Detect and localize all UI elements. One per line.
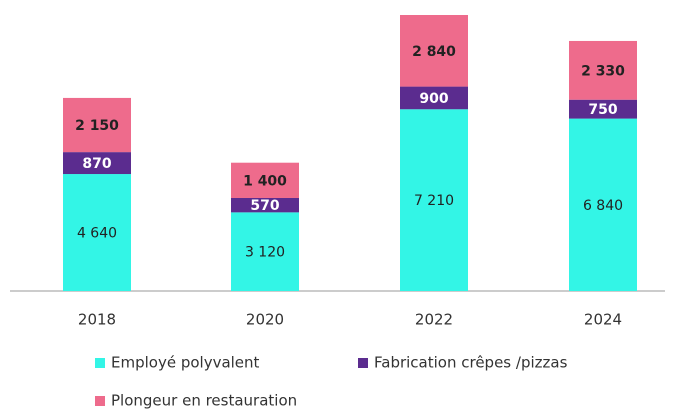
legend-label: Fabrication crêpes /pizzas [374,354,568,372]
x-tick-label: 2022 [415,311,453,329]
bar-segment [569,118,637,292]
bar-segment [400,109,468,291]
bar-segment [569,99,637,119]
data-label: 2 150 [75,118,119,134]
bar-segment [63,97,131,153]
legend-swatch [358,358,368,368]
data-label: 570 [250,198,279,214]
data-label: 1 400 [243,173,287,189]
bar-segment [400,15,468,87]
data-label: 2 330 [581,63,625,79]
data-label: 7 210 [414,193,454,209]
bar-segment [231,162,299,198]
bar-segment [63,174,131,291]
data-label: 870 [82,156,111,172]
x-tick-label: 2018 [78,311,116,329]
data-label: 6 840 [583,198,623,214]
bar-segment [400,86,468,110]
bar-segment [231,212,299,291]
data-label: 4 640 [77,226,117,242]
bar-segment [231,197,299,213]
legend-swatch [95,358,105,368]
legend-swatch [95,396,105,406]
bar-segment [63,152,131,175]
data-label: 2 840 [412,44,456,60]
data-label: 900 [419,91,448,107]
legend-label: Employé polyvalent [111,354,260,372]
bar-segment [569,40,637,100]
data-label: 750 [588,102,617,118]
legend-label: Plongeur en restauration [111,392,297,410]
x-tick-label: 2024 [584,311,622,329]
x-tick-label: 2020 [246,311,284,329]
data-label: 3 120 [245,245,285,261]
